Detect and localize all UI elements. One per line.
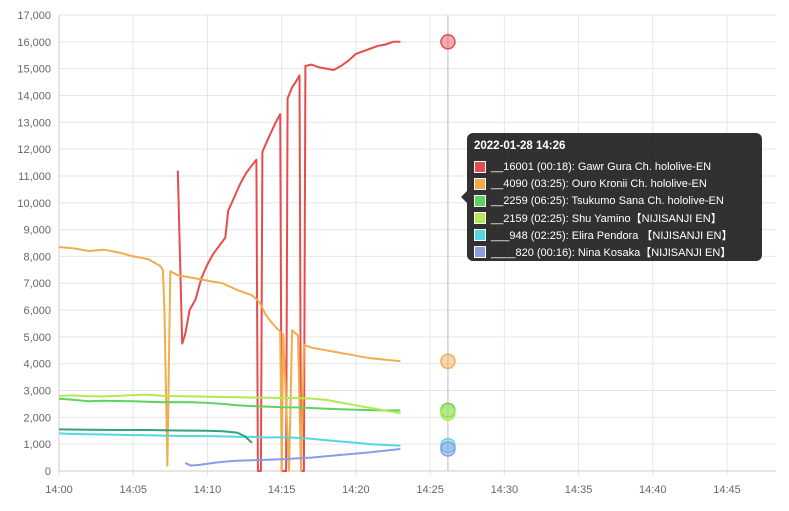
legend-swatch <box>474 228 486 241</box>
series-line-1 <box>58 246 401 472</box>
tooltip-row-text: ___948 (02:25): Elira Pendora 【NIJISANJI… <box>491 229 733 242</box>
series-line-3 <box>58 393 401 415</box>
tooltip-row: __16001 (00:18): Gawr Gura Ch. hololive-… <box>474 158 755 175</box>
tooltip-row: __2159 (02:25): Shu Yamino【NIJISANJI EN】 <box>474 209 755 226</box>
tooltip-row-text: __16001 (00:18): Gawr Gura Ch. hololive-… <box>491 160 712 173</box>
y-tick-label: 16,000 <box>17 37 51 49</box>
hover-tooltip: 2022-01-28 14:26 __16001 (00:18): Gawr G… <box>461 133 762 261</box>
tooltip-row-text: __2159 (02:25): Shu Yamino【NIJISANJI EN】 <box>491 212 722 225</box>
series-line-0 <box>176 40 401 472</box>
y-tick-label: 0 <box>45 466 51 478</box>
y-tick-label: 4,000 <box>23 359 51 371</box>
y-tick-label: 14,000 <box>17 90 51 102</box>
legend-swatch <box>474 160 486 173</box>
y-tick-label: 8,000 <box>23 251 51 263</box>
hover-point-0 <box>440 34 456 50</box>
y-tick-label: 5,000 <box>23 332 51 344</box>
x-tick-label: 14:35 <box>565 484 593 496</box>
x-tick-label: 14:20 <box>342 484 370 496</box>
tooltip-row: __4090 (03:25): Ouro Kronii Ch. hololive… <box>474 175 755 192</box>
series-line-5 <box>58 428 253 444</box>
y-tick-label: 15,000 <box>17 64 51 76</box>
legend-swatch <box>474 211 486 224</box>
series-line-4 <box>58 432 401 447</box>
y-tick-label: 3,000 <box>23 386 51 398</box>
series-line-2 <box>58 397 401 412</box>
hover-point-6 <box>440 441 456 457</box>
y-tick-label: 13,000 <box>17 117 51 129</box>
tooltip-row-text: __4090 (03:25): Ouro Kronii Ch. hololive… <box>491 177 707 190</box>
tooltip-row: ____820 (00:16): Nina Kosaka【NIJISANJI E… <box>474 243 755 260</box>
x-tick-label: 14:40 <box>639 484 667 496</box>
y-tick-label: 1,000 <box>23 439 51 451</box>
y-tick-label: 17,000 <box>17 10 51 22</box>
y-tick-label: 9,000 <box>23 225 51 237</box>
hover-point-1 <box>440 353 456 370</box>
legend-swatch <box>474 194 486 207</box>
tooltip-row: ___948 (02:25): Elira Pendora 【NIJISANJI… <box>474 226 755 243</box>
hover-point-3 <box>440 405 456 421</box>
x-tick-label: 14:00 <box>45 484 73 496</box>
x-tick-label: 14:45 <box>713 484 741 496</box>
x-tick-label: 14:10 <box>194 484 222 496</box>
y-tick-label: 12,000 <box>17 144 51 156</box>
y-tick-label: 2,000 <box>23 412 51 424</box>
y-tick-label: 11,000 <box>18 171 51 183</box>
x-tick-label: 14:05 <box>119 484 147 496</box>
tooltip-row: __2259 (06:25): Tsukumo Sana Ch. hololiv… <box>474 192 755 209</box>
tooltip-row-text: __2259 (06:25): Tsukumo Sana Ch. hololiv… <box>491 194 724 207</box>
series-line-6 <box>184 448 401 467</box>
hover-point-4 <box>440 437 456 454</box>
x-tick-label: 14:30 <box>491 484 519 496</box>
tooltip-title: 2022-01-28 14:26 <box>474 140 566 152</box>
x-tick-label: 14:25 <box>416 484 444 496</box>
y-tick-label: 10,000 <box>17 198 51 210</box>
y-tick-label: 7,000 <box>23 278 51 290</box>
legend-swatch <box>474 245 486 258</box>
y-tick-label: 6,000 <box>23 305 51 317</box>
x-tick-label: 14:15 <box>268 484 296 496</box>
tooltip-row-text: ____820 (00:16): Nina Kosaka【NIJISANJI E… <box>491 246 732 259</box>
legend-swatch <box>474 177 486 190</box>
